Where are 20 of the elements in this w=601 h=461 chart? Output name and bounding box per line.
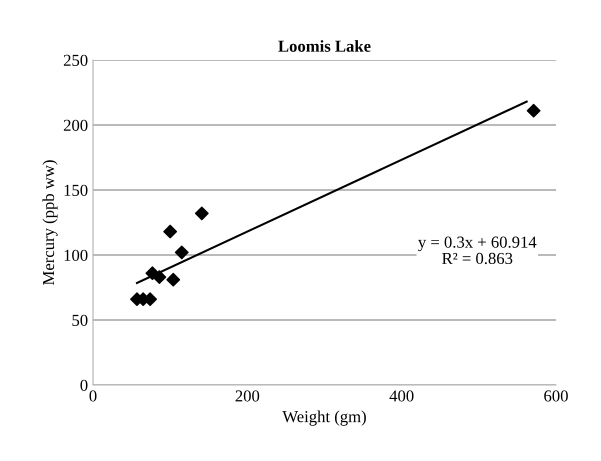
y-tick-label: 200 — [64, 120, 88, 131]
y-tick-label: 100 — [64, 250, 88, 261]
point — [166, 272, 180, 287]
annotation: y = 0.3x + 60.914 R² = 0.863 — [418, 236, 536, 264]
point — [174, 245, 189, 260]
x-tick-label: 400 — [389, 390, 414, 402]
y-tick-label: 250 — [64, 54, 88, 66]
point — [152, 270, 166, 284]
point — [526, 104, 541, 118]
chart-title: Loomis Lake — [278, 40, 371, 52]
y-axis-title: Mercury (ppb ww) — [42, 160, 58, 285]
x-tick-label: 600 — [544, 390, 568, 402]
point — [163, 224, 178, 239]
y-tick-label: 50 — [72, 314, 88, 326]
point — [194, 206, 209, 220]
y-tick-label: 150 — [64, 184, 88, 196]
x-axis-title: Weight (gm) — [282, 410, 366, 426]
x-tick-label: 200 — [236, 390, 260, 402]
y-tick-label: 0 — [80, 380, 88, 391]
x-tick-label: 0 — [89, 390, 97, 402]
